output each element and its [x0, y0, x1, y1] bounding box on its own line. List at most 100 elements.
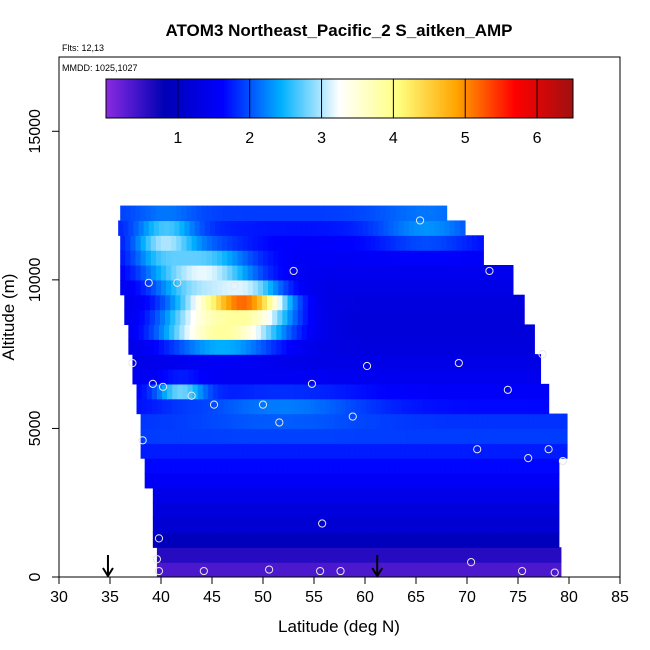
- heatmap-cell: [171, 413, 177, 430]
- heatmap-cell: [397, 517, 404, 534]
- heatmap-cell: [436, 279, 443, 296]
- heatmap-cell: [289, 547, 296, 563]
- heatmap-cell: [382, 487, 389, 504]
- heatmap-cell: [250, 220, 257, 236]
- y-tick-label: 0: [27, 572, 44, 581]
- heatmap-cell: [439, 220, 446, 236]
- heatmap-cell: [230, 220, 237, 236]
- heatmap-cell: [408, 324, 415, 340]
- heatmap-cell: [303, 250, 310, 266]
- heatmap-cell: [357, 324, 364, 340]
- heatmap-cell: [438, 354, 445, 370]
- heatmap-cell: [285, 354, 292, 370]
- heatmap-cell: [182, 547, 189, 563]
- heatmap-cell: [201, 279, 208, 296]
- heatmap-cell: [158, 339, 165, 355]
- heatmap-cell: [421, 443, 427, 459]
- heatmap-cell: [395, 205, 402, 222]
- heatmap-cell: [481, 473, 487, 489]
- heatmap-cell: [429, 324, 435, 340]
- heatmap-cell: [324, 428, 330, 444]
- heatmap-cell: [248, 562, 255, 577]
- heatmap-cell: [228, 562, 235, 577]
- heatmap-cell: [176, 279, 182, 296]
- heatmap-cell: [271, 324, 277, 340]
- heatmap-cell: [351, 502, 358, 519]
- heatmap-cell: [168, 502, 174, 519]
- heatmap-cell: [201, 205, 208, 222]
- heatmap-cell: [239, 502, 246, 519]
- heatmap-cell: [494, 354, 501, 370]
- heatmap-cell: [319, 250, 325, 266]
- heatmap-cell: [278, 250, 284, 266]
- heatmap-cell: [272, 458, 278, 474]
- heatmap-cell: [365, 265, 371, 281]
- heatmap-cell: [499, 487, 506, 504]
- heatmap-cell: [215, 339, 221, 355]
- heatmap-cell: [259, 532, 266, 548]
- heatmap-cell: [388, 220, 395, 236]
- heatmap-cell: [482, 428, 488, 444]
- heatmap-cell: [467, 265, 473, 281]
- heatmap-cell: [359, 279, 366, 296]
- heatmap-cell: [264, 547, 270, 563]
- heatmap-cell: [387, 517, 394, 534]
- heatmap-cell: [291, 324, 298, 340]
- heatmap-cell: [352, 220, 359, 236]
- heatmap-cell: [521, 339, 527, 355]
- heatmap-cell: [278, 205, 284, 222]
- heatmap-cell: [476, 294, 482, 311]
- heatmap-cell: [389, 309, 396, 326]
- heatmap-cell: [459, 324, 466, 340]
- heatmap-cell: [558, 443, 565, 459]
- heatmap-cell: [458, 487, 465, 504]
- heatmap-cell: [526, 339, 532, 355]
- heatmap-cell: [123, 220, 129, 236]
- heatmap-cell: [383, 220, 390, 236]
- heatmap-cell: [270, 369, 276, 385]
- heatmap-cell: [375, 279, 381, 296]
- heatmap-cell: [418, 532, 424, 548]
- sample-point: [517, 566, 527, 576]
- heatmap-cell: [412, 354, 419, 370]
- heatmap-cell: [533, 413, 539, 430]
- heatmap-cell: [277, 458, 283, 474]
- heatmap-cell: [420, 294, 426, 311]
- heatmap-cell: [342, 220, 349, 236]
- heatmap-cell: [238, 383, 245, 400]
- heatmap-cell: [198, 354, 205, 370]
- heatmap-cell: [370, 443, 376, 459]
- heatmap-cell: [365, 235, 371, 251]
- heatmap-cell: [522, 294, 525, 311]
- heatmap-cell: [396, 383, 403, 400]
- heatmap-cell: [237, 443, 244, 459]
- heatmap-cell: [511, 309, 518, 326]
- heatmap-cell: [213, 383, 219, 400]
- heatmap-cell: [435, 309, 442, 326]
- heatmap-cell: [198, 487, 205, 504]
- heatmap-cell: [310, 532, 317, 548]
- heatmap-cell: [247, 250, 254, 266]
- heatmap-cell: [326, 502, 332, 519]
- sample-point: [289, 266, 298, 276]
- sample-point: [307, 379, 317, 388]
- heatmap-cell: [386, 547, 393, 563]
- heatmap-cell: [493, 398, 500, 415]
- heatmap-cell: [252, 265, 259, 281]
- heatmap-cell: [434, 220, 441, 236]
- heatmap-cell: [519, 547, 525, 563]
- heatmap-cell: [135, 205, 142, 222]
- heatmap-cell: [469, 532, 475, 548]
- heatmap-cell: [463, 487, 470, 504]
- heatmap-cell: [416, 235, 422, 251]
- heatmap-cell: [161, 413, 167, 430]
- heatmap-cell: [244, 487, 251, 504]
- heatmap-cell: [326, 532, 332, 548]
- heatmap-cell: [143, 324, 150, 340]
- heatmap-cell: [356, 487, 363, 504]
- heatmap-cell: [484, 487, 491, 504]
- heatmap-cell: [534, 398, 541, 415]
- heatmap-cell: [544, 398, 550, 415]
- heatmap-cell: [519, 383, 525, 400]
- heatmap-cell: [388, 324, 395, 340]
